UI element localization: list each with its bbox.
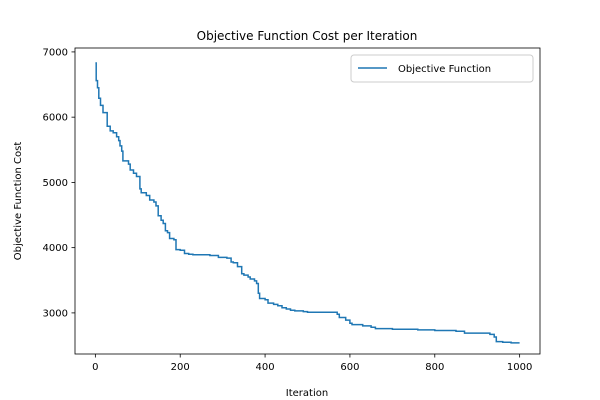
y-tick-label: 7000 <box>43 47 68 58</box>
x-tick-label: 400 <box>256 362 275 373</box>
legend-box <box>350 54 534 83</box>
x-tick-label: 800 <box>425 362 444 373</box>
chart-title: Objective Function Cost per Iteration <box>197 29 418 43</box>
x-tick-label: 600 <box>340 362 359 373</box>
x-axis-title: Iteration <box>286 388 328 399</box>
x-tick-label: 1000 <box>507 362 532 373</box>
plot-area <box>75 48 540 354</box>
y-tick-label: 5000 <box>43 178 68 189</box>
legend: Objective Function <box>350 54 534 83</box>
y-tick-label: 3000 <box>43 308 68 319</box>
axis-ticks: 0 200 400 600 800 1000 3000 4000 5000 6000 7000 <box>43 47 533 373</box>
legend-label: Objective Function <box>398 64 491 75</box>
y-tick-label: 6000 <box>43 113 68 124</box>
x-tick-label: 0 <box>92 362 98 373</box>
y-axis-title: Objective Function Cost <box>13 142 24 261</box>
x-tick-label: 200 <box>171 362 190 373</box>
y-tick-label: 4000 <box>43 243 68 254</box>
plot-frame <box>74 47 541 355</box>
series-line-objective-function <box>95 62 520 344</box>
